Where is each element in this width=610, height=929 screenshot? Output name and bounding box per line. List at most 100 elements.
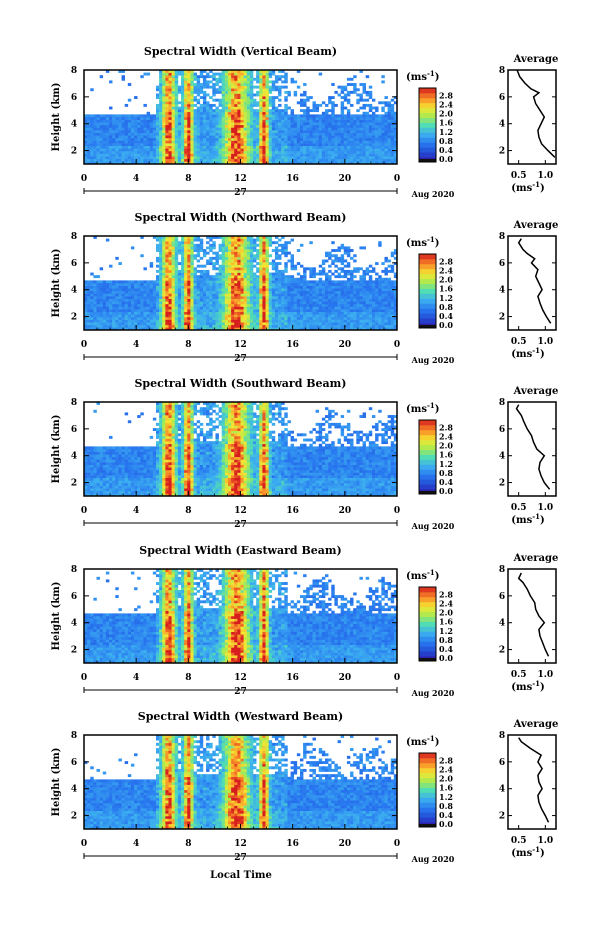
heatmap-cell: [112, 140, 116, 144]
heatmap-cell: [159, 296, 163, 299]
heatmap-cell: [224, 327, 229, 331]
heatmap-cell: [371, 143, 376, 147]
heatmap-cell: [184, 101, 188, 105]
heatmap-cell: [278, 269, 282, 273]
heatmap-cell: [318, 137, 323, 141]
heatmap-cell: [184, 132, 188, 136]
heatmap-cell: [152, 132, 157, 136]
heatmap-cell: [127, 143, 132, 147]
heatmap-cell: [199, 311, 204, 315]
heatmap-cell: [196, 306, 201, 310]
heatmap-cell: [253, 285, 257, 289]
heatmap-cell: [212, 243, 216, 247]
heatmap-cell: [346, 150, 351, 154]
heatmap-cell: [112, 135, 116, 139]
heatmap-cell: [262, 285, 266, 289]
heatmap-cell: [240, 148, 244, 152]
heatmap-cell: [231, 264, 235, 268]
heatmap-cell: [181, 296, 185, 299]
heatmap-cell: [268, 238, 273, 242]
heatmap-cell: [165, 156, 169, 160]
heatmap-cell: [331, 280, 335, 284]
heatmap-cell: [134, 301, 138, 305]
heatmap-cell: [390, 140, 395, 144]
heatmap-cell: [168, 137, 172, 141]
heatmap-cell: [343, 161, 348, 165]
heatmap-cell: [206, 158, 210, 162]
heatmap-cell: [168, 98, 172, 102]
heatmap-cell: [152, 153, 157, 157]
heatmap-cell: [193, 83, 197, 86]
heatmap-cell: [249, 88, 254, 92]
heatmap-cell: [159, 309, 163, 313]
heatmap-cell: [240, 306, 244, 310]
heatmap-cell: [384, 140, 388, 144]
heatmap-cell: [284, 111, 288, 115]
heatmap-cell: [368, 137, 373, 141]
heatmap-cell: [331, 272, 335, 276]
heatmap-cell: [278, 109, 282, 113]
heatmap-cell: [253, 314, 257, 318]
heatmap-cell: [346, 137, 351, 141]
heatmap-cell: [221, 306, 226, 310]
heatmap-cell: [152, 314, 157, 318]
heatmap-cell: [243, 327, 248, 331]
heatmap-cell: [90, 122, 94, 126]
heatmap-cell: [184, 161, 188, 165]
heatmap-cell: [162, 148, 166, 152]
heatmap-cell: [249, 145, 254, 149]
heatmap-cell: [171, 241, 176, 245]
heatmap-cell: [146, 117, 151, 120]
heatmap-cell: [181, 269, 185, 273]
heatmap-cell: [137, 161, 141, 165]
heatmap-cell: [234, 241, 238, 245]
heatmap-cell: [287, 280, 291, 284]
heatmap-cell: [309, 143, 313, 147]
heatmap-cell: [340, 140, 345, 144]
heatmap-cell: [303, 156, 307, 160]
heatmap-cell: [268, 137, 273, 141]
heatmap-cell: [168, 238, 172, 242]
heatmap-cell: [334, 148, 338, 152]
heatmap-cell: [196, 101, 201, 105]
heatmap-cell: [253, 301, 257, 305]
heatmap-cell: [102, 298, 107, 302]
heatmap-cell: [196, 264, 201, 268]
heatmap-cell: [290, 301, 295, 305]
heatmap-cell: [306, 309, 310, 313]
heatmap-cell: [234, 88, 238, 92]
heatmap-cell: [155, 303, 160, 307]
heatmap-cell: [140, 130, 144, 133]
heatmap-cell: [159, 303, 163, 307]
heatmap-cell: [162, 90, 166, 94]
heatmap-cell: [155, 249, 160, 252]
heatmap-cell: [181, 83, 185, 86]
heatmap-cell: [218, 254, 223, 258]
heatmap-cell: [253, 280, 257, 284]
heatmap-cell: [368, 158, 373, 162]
heatmap-cell: [296, 85, 301, 89]
colorbar-segment: [419, 127, 436, 133]
heatmap-cell: [221, 90, 226, 94]
heatmap-cell: [334, 298, 338, 302]
heatmap-cell: [124, 303, 129, 307]
heatmap-cell: [378, 156, 382, 160]
heatmap-cell: [190, 161, 194, 165]
heatmap-cell: [231, 309, 235, 313]
heatmap-cell: [318, 306, 323, 310]
heatmap-cell: [115, 140, 119, 144]
heatmap-cell: [243, 298, 248, 302]
heatmap-cell: [121, 124, 125, 128]
heatmap-cell: [296, 137, 301, 141]
heatmap-cell: [278, 288, 282, 292]
heatmap-cell: [321, 114, 326, 118]
heatmap-cell: [187, 143, 191, 147]
heatmap-cell: [162, 306, 166, 310]
heatmap-cell: [174, 158, 179, 162]
heatmap-cell: [359, 148, 363, 152]
heatmap-cell: [243, 322, 248, 326]
heatmap-cell: [281, 132, 285, 136]
heatmap-cell: [146, 127, 151, 131]
heatmap-cell: [118, 262, 122, 266]
heatmap-cell: [268, 150, 273, 154]
